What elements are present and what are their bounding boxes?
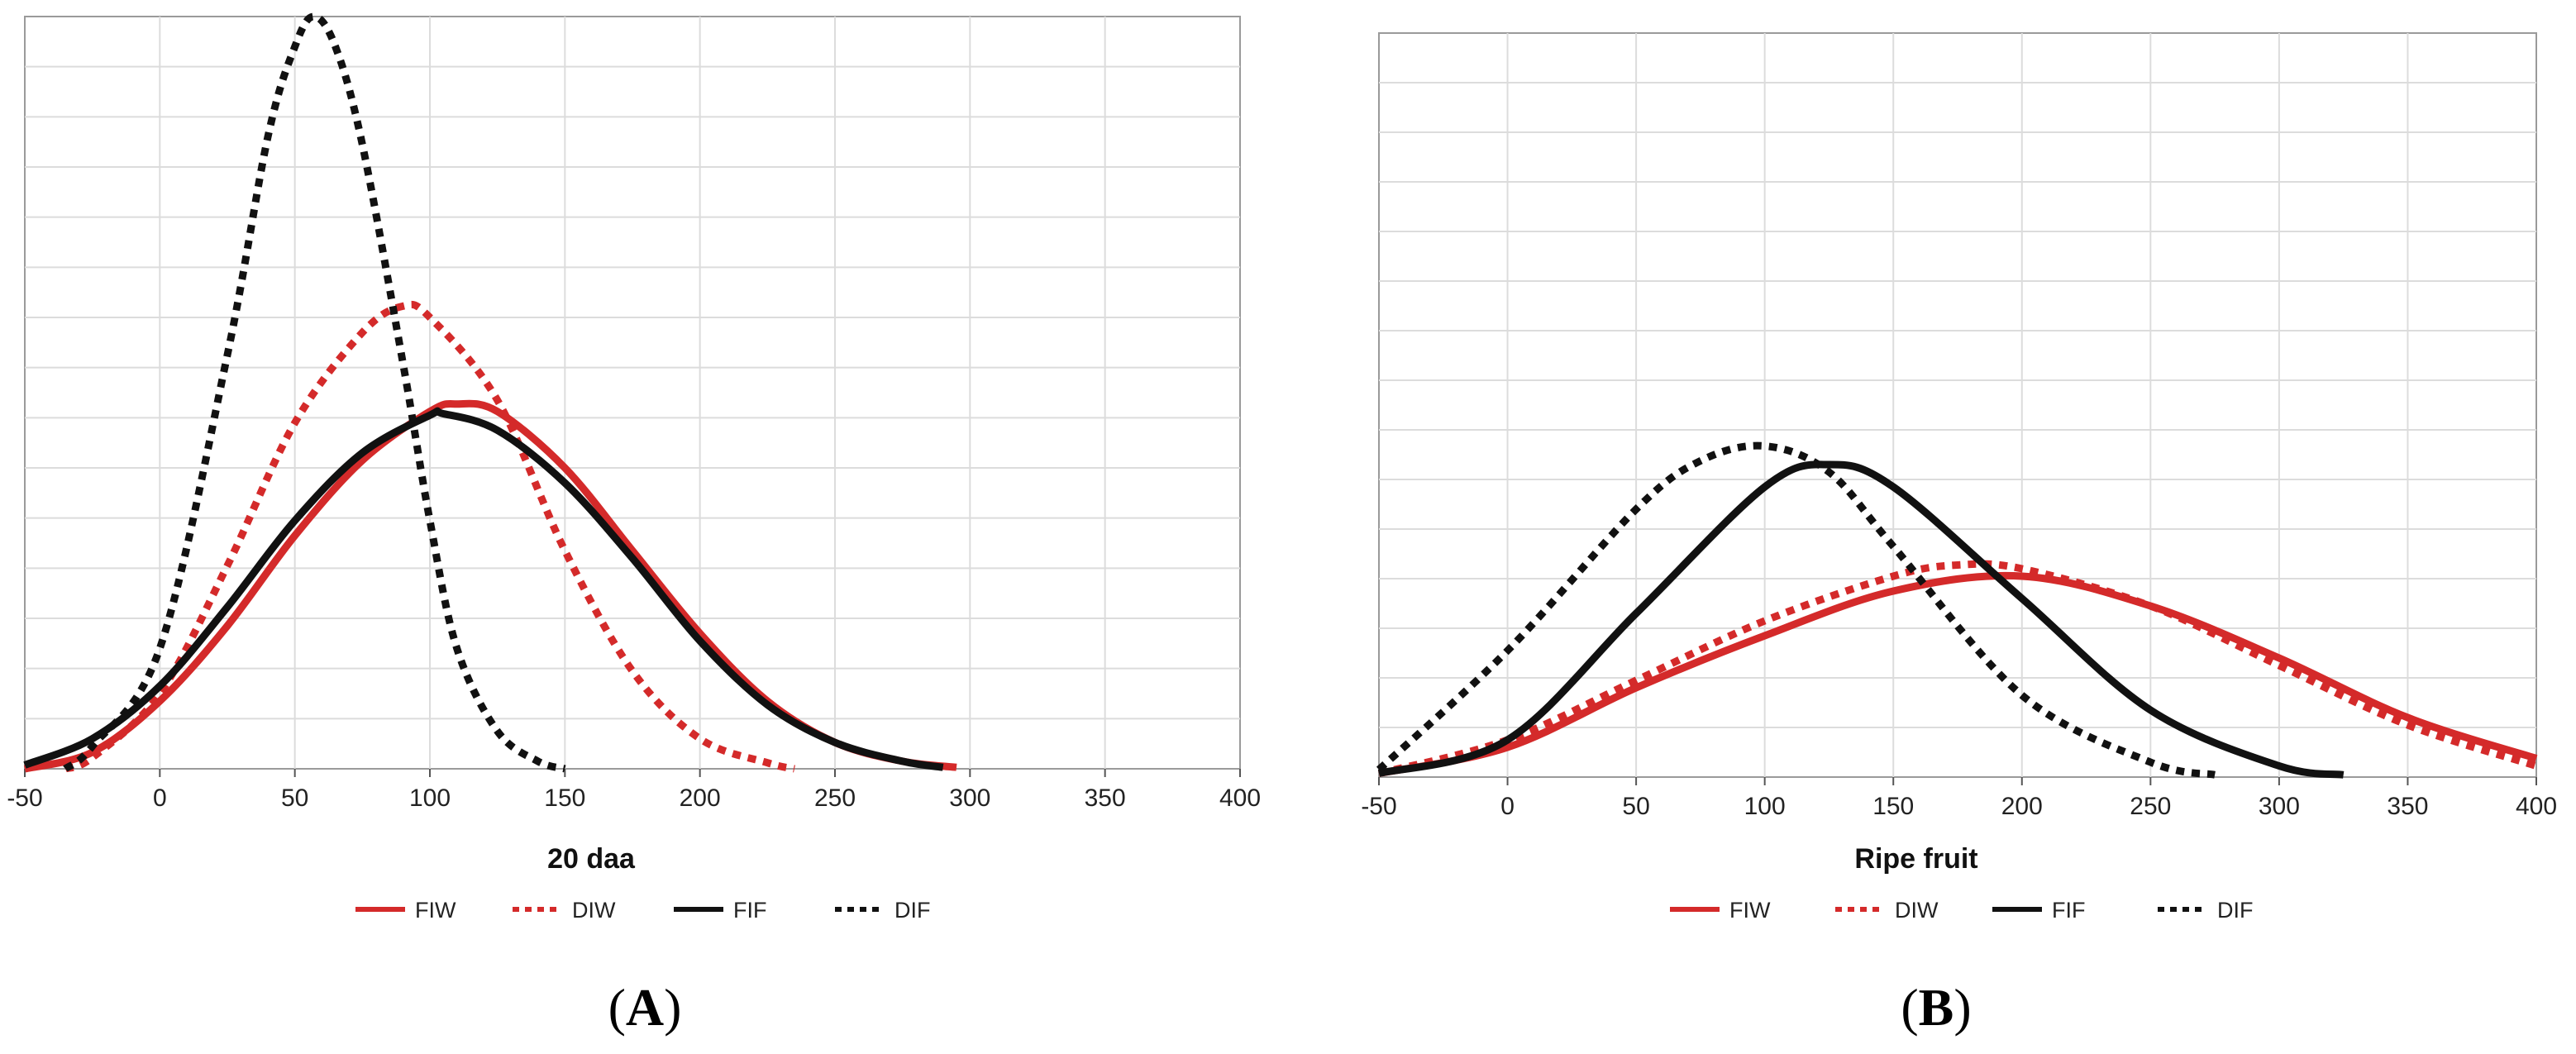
legend-label-fif: FIF [2052,898,2086,923]
plot-area-a [24,16,1241,770]
panel-label-b: (B) [1901,978,1971,1037]
x-tick-label: 300 [2259,793,2300,820]
series-group-b [1376,441,2538,779]
x-tick-label: 150 [544,785,585,812]
legend-a: FIW DIW FIF DIF [355,898,931,923]
x-tick-label: 0 [153,785,167,812]
series-line-diw-b [1377,560,2538,777]
legend-label-fiw: FIW [415,898,456,923]
x-axis-b: -50 0 50 100 150 200 250 300 350 400 [1361,33,2557,820]
x-tick-label: -50 [1361,793,1396,820]
legend-label-fiw: FIW [1729,898,1771,923]
series-line-fif-b [1377,460,2345,779]
legend-label-dif: DIF [894,898,931,923]
x-tick-label: 100 [1744,793,1786,820]
chart-b: -50 0 50 100 150 200 250 300 350 400 Ripe fruit FIW… [1361,32,2557,923]
series-group-a [23,12,957,773]
x-axis-label-b: Ripe fruit [1854,843,1977,875]
x-tick-label: 400 [2516,793,2557,820]
series-line-dif-b [1376,441,2216,779]
plot-area-b [1378,32,2537,778]
series-line-fiw-b [1378,571,2538,777]
x-tick-label: 50 [281,785,308,812]
x-tick-label: -50 [7,785,42,812]
series-line-dif-a [63,12,566,773]
legend-label-dif: DIF [2217,898,2254,923]
legend-label-diw: DIW [572,898,616,923]
legend-label-fif: FIF [733,898,767,923]
x-tick-label: 400 [1219,785,1261,812]
x-tick-label: 50 [1622,793,1649,820]
x-tick-label: 350 [2387,793,2428,820]
legend-b: FIW DIW FIF DIF [1670,898,2254,923]
x-tick-label: 200 [2001,793,2043,820]
legend-label-diw: DIW [1895,898,1939,923]
x-axis-label-a: 20 daa [547,843,636,875]
x-axis-a: -50 0 50 100 150 200 250 300 350 400 [7,17,1261,812]
series-line-fif-a [23,407,944,771]
x-tick-label: 150 [1872,793,1914,820]
panel-label-a: (A) [608,978,682,1037]
x-tick-label: 0 [1500,793,1515,820]
x-tick-label: 300 [949,785,990,812]
x-tick-label: 350 [1085,785,1126,812]
x-tick-label: 200 [680,785,721,812]
x-tick-label: 250 [814,785,856,812]
x-tick-label: 250 [2130,793,2171,820]
x-tick-label: 100 [409,785,451,812]
